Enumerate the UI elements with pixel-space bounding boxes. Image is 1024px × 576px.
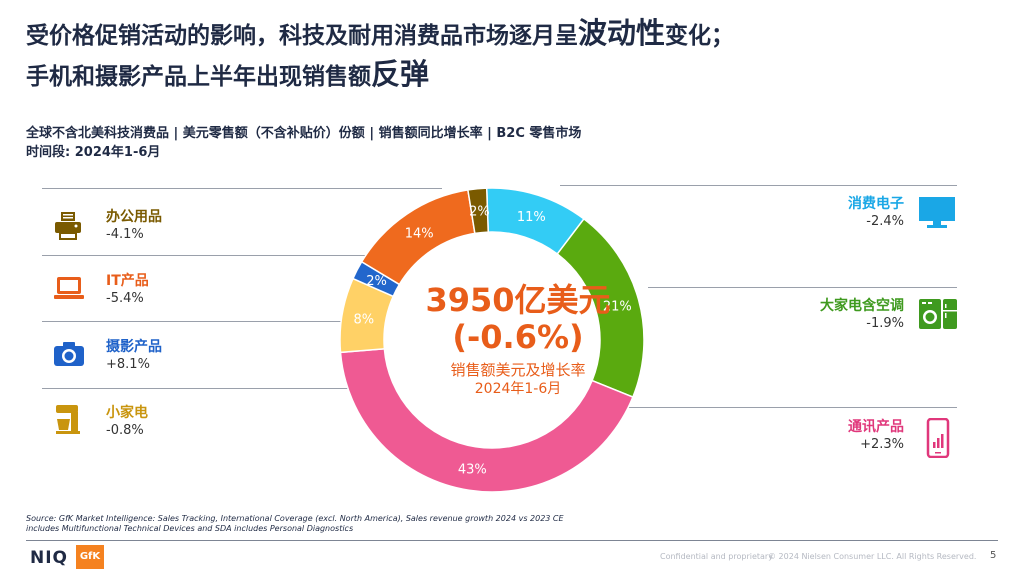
category-name: 办公用品 — [106, 209, 162, 225]
footer-divider — [26, 540, 998, 541]
niq-logo: NIQ — [30, 548, 69, 568]
camera-icon — [54, 342, 84, 366]
center-total: 3950亿美元 — [425, 281, 611, 319]
slice-label-3: 8% — [354, 312, 375, 327]
category-photo: 摄影产品 +8.1% — [106, 339, 162, 373]
chart-subtitle: 全球不含北美科技消费品 | 美元零售额（不含补贴价）份额 | 销售额同比增长率 … — [26, 124, 581, 162]
donut-slices — [339, 187, 645, 493]
category-growth: -4.1% — [106, 227, 144, 242]
source-note: Source: GfK Market Intelligence: Sales T… — [26, 514, 586, 534]
right-divider — [628, 407, 957, 408]
category-name: 消费电子 — [848, 196, 904, 212]
category-name: 摄影产品 — [106, 339, 162, 355]
title-line-2: 手机和摄影产品上半年出现销售额反弹 — [26, 55, 734, 96]
slice-label-6: 2% — [469, 205, 490, 220]
donut-labels: 11% 21% 43% 8% 2% 14% 2% — [354, 205, 632, 478]
title-part: 变化； — [665, 23, 735, 49]
title-line-1: 受价格促销活动的影响，科技及耐用消费品市场逐月呈波动性变化； — [26, 14, 734, 55]
slice-label-0: 11% — [517, 210, 546, 225]
left-divider — [42, 321, 360, 322]
category-ce: 消费电子 -2.4% — [848, 196, 904, 230]
title-emphasis: 反弹 — [371, 57, 430, 91]
category-growth: +2.3% — [860, 437, 904, 452]
category-growth: -5.4% — [106, 291, 144, 306]
category-growth: -1.9% — [866, 316, 904, 331]
left-divider — [42, 255, 372, 256]
slice-label-5: 14% — [405, 226, 434, 241]
source-line-1: Source: GfK Market Intelligence: Sales T… — [26, 514, 564, 523]
slice-label-1: 21% — [603, 300, 632, 315]
title-part: 受价格促销活动的影响，科技及耐用消费品市场逐月呈 — [26, 23, 578, 49]
left-divider — [42, 188, 442, 189]
laptop-icon — [54, 277, 84, 299]
title-part: 手机和摄影产品上半年出现销售额 — [26, 64, 371, 90]
donut-slice-6 — [467, 187, 490, 235]
subtitle-line-2: 时间段: 2024年1-6月 — [26, 145, 161, 160]
gfk-logo: GfK — [76, 545, 104, 569]
donut-slice-2 — [339, 347, 634, 493]
page-number: 5 — [990, 550, 997, 561]
category-name: 通讯产品 — [848, 419, 904, 435]
washer-fridge-icon — [919, 299, 957, 329]
confidential-note: Confidential and proprietary — [660, 552, 773, 561]
slice-label-4: 2% — [366, 274, 387, 289]
category-growth: -2.4% — [866, 214, 904, 229]
slice-label-2: 43% — [458, 463, 487, 478]
category-growth: -0.8% — [106, 423, 144, 438]
source-line-2: includes Multifunctional Technical Devic… — [26, 524, 354, 533]
copyright-note: © 2024 Nielsen Consumer LLC. All Rights … — [768, 552, 977, 561]
right-divider — [648, 287, 957, 288]
center-period: 2024年1-6月 — [474, 381, 562, 397]
right-divider — [560, 185, 957, 186]
category-name: IT产品 — [106, 273, 149, 289]
mixer-icon — [56, 405, 80, 434]
category-telecom: 通讯产品 +2.3% — [848, 419, 904, 453]
category-name: 小家电 — [106, 405, 148, 421]
category-growth: +8.1% — [106, 357, 150, 372]
category-office: 办公用品 -4.1% — [106, 209, 162, 243]
printer-icon — [55, 212, 81, 240]
title-emphasis: 波动性 — [578, 16, 666, 50]
category-mda: 大家电含空调 -1.9% — [820, 298, 904, 332]
subtitle-line-1: 全球不含北美科技消费品 | 美元零售额（不含补贴价）份额 | 销售额同比增长率 … — [26, 126, 582, 141]
smartphone-icon — [926, 418, 950, 458]
center-label: 销售额美元及增长率 — [450, 361, 586, 379]
center-growth: (-0.6%) — [452, 318, 584, 356]
left-divider — [42, 388, 360, 389]
donut-center: 3950亿美元 (-0.6%) 销售额美元及增长率 2024年1-6月 — [388, 282, 648, 398]
category-it: IT产品 -5.4% — [106, 273, 149, 307]
tv-icon — [919, 197, 955, 228]
category-sda: 小家电 -0.8% — [106, 405, 148, 439]
page-title: 受价格促销活动的影响，科技及耐用消费品市场逐月呈波动性变化； 手机和摄影产品上半… — [26, 14, 734, 96]
category-name: 大家电含空调 — [820, 298, 904, 314]
